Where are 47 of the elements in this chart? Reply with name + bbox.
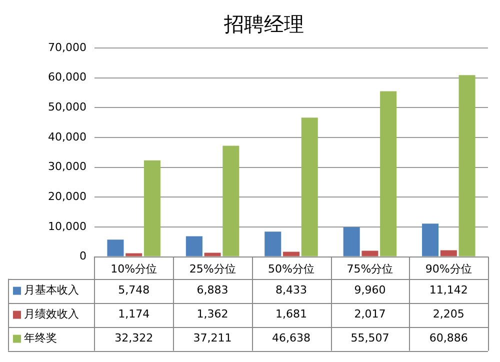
bar [204, 252, 221, 256]
data-label: 8,433 [275, 284, 307, 297]
y-tick-label: 40,000 [48, 130, 86, 144]
bar [458, 75, 476, 256]
y-tick-label: 30,000 [48, 160, 86, 174]
y-tick-label: 0 [79, 250, 86, 263]
data-label: 46,638 [272, 332, 310, 345]
bar [282, 252, 300, 256]
data-label: 2,205 [432, 308, 464, 321]
x-tick-label: 10%分位 [110, 262, 158, 276]
data-label: 55,507 [350, 332, 390, 345]
data-label: 2,017 [354, 308, 386, 321]
y-tick-label: 60,000 [48, 70, 86, 84]
x-tick-label: 50%分位 [268, 262, 314, 276]
bar [222, 146, 240, 256]
bar [301, 118, 318, 256]
data-label: 32,322 [114, 332, 154, 345]
x-tick-label: 75%分位 [346, 262, 394, 276]
y-tick-label: 10,000 [48, 220, 86, 233]
bar [343, 227, 360, 256]
bar [107, 240, 124, 256]
data-label: 9,960 [354, 284, 386, 297]
legend-label: 月基本收入 [24, 284, 79, 297]
data-label: 11,142 [429, 284, 468, 297]
y-tick-label: 70,000 [48, 40, 86, 54]
data-label: 60,886 [429, 332, 468, 345]
legend-label: 月绩效收入 [24, 308, 79, 321]
data-label: 1,174 [118, 308, 150, 321]
y-tick-label: 50,000 [48, 100, 86, 114]
legend-label: 年终奖 [24, 332, 57, 345]
bar [126, 253, 142, 256]
bar [144, 160, 160, 256]
bar [440, 250, 457, 256]
y-tick-label: 20,000 [48, 190, 86, 203]
bar [380, 91, 397, 256]
data-label: 37,211 [193, 332, 232, 345]
data-label: 5,748 [118, 284, 150, 297]
bar [422, 224, 439, 256]
x-tick-label: 25%分位 [189, 262, 236, 276]
x-tick-label: 90%分位 [425, 262, 472, 276]
chart-title: 招聘经理 [223, 12, 304, 36]
data-label: 1,681 [275, 308, 307, 321]
data-label: 6,883 [196, 284, 228, 297]
bar [186, 236, 202, 256]
bar [362, 250, 378, 256]
data-label: 1,362 [196, 308, 228, 321]
bar [264, 232, 282, 256]
